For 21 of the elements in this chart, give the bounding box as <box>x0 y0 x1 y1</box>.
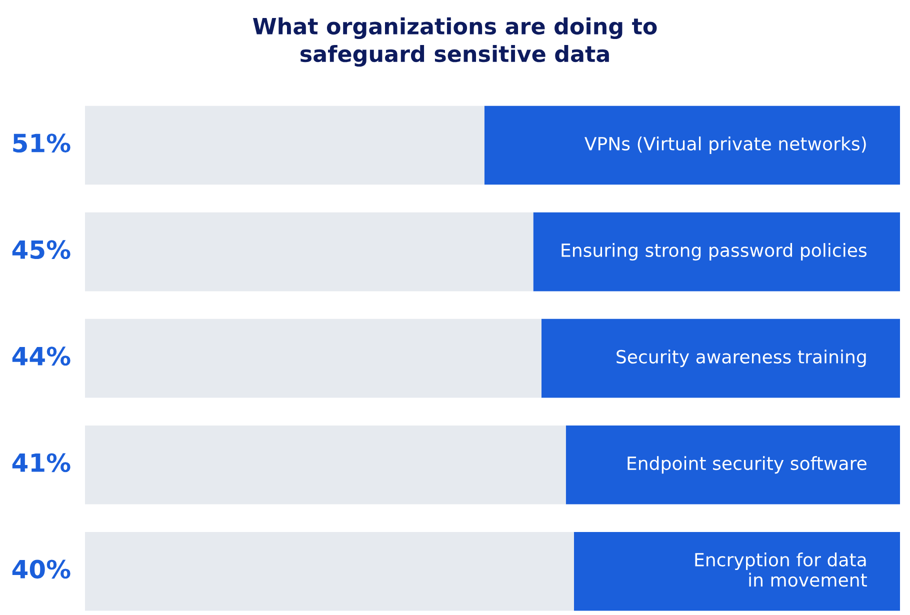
data-label: 44% <box>12 346 70 366</box>
bar <box>85 425 566 504</box>
data-label: 41% <box>12 453 70 472</box>
y-tick-label: Encryption for data in movement <box>695 552 867 587</box>
y-tick-label: Ensuring strong password policies <box>562 243 867 261</box>
bar <box>85 318 542 398</box>
bar <box>574 532 900 611</box>
chart-title: What organizations are doing to safeguard sensitive data <box>252 17 657 67</box>
data-label: 45% <box>12 240 70 260</box>
bar <box>566 425 900 504</box>
y-tick-label: Security awareness training <box>616 350 866 368</box>
bar <box>85 106 484 185</box>
bar <box>533 212 900 292</box>
bar <box>85 212 534 292</box>
data-label: 51% <box>13 134 70 153</box>
data-label: 40% <box>12 560 70 579</box>
bar <box>85 532 574 611</box>
y-tick-label: Endpoint security software <box>628 456 866 474</box>
y-tick-label: VPNs (Virtual private networks) <box>584 136 866 154</box>
bar <box>484 106 900 185</box>
bar <box>541 318 900 398</box>
